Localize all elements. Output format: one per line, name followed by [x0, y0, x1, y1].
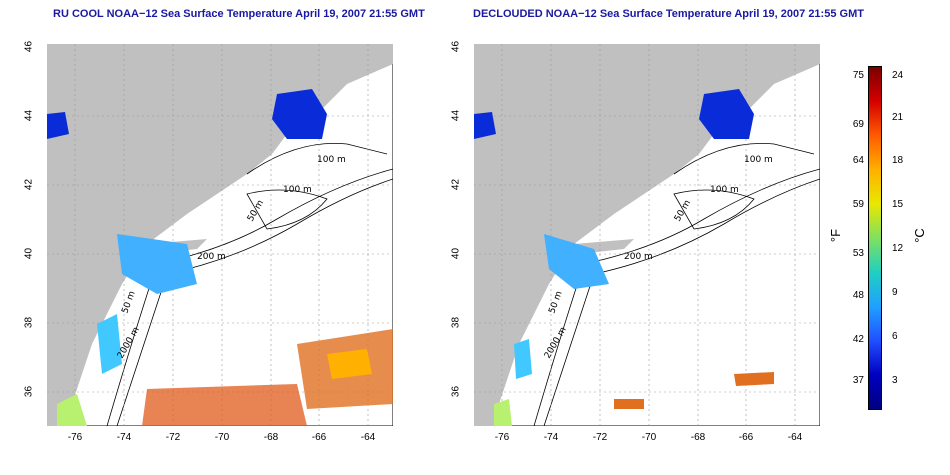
colorbar-f-tick: 75: [852, 70, 864, 81]
sst-warm-spot-1: [734, 372, 774, 386]
lon-tick: -68: [263, 432, 279, 443]
graticule: [474, 44, 820, 426]
label-100m-a: 100 m: [744, 155, 773, 165]
lat-tick: 44: [450, 109, 462, 122]
sst-shelf-cool: [97, 314, 122, 374]
colorbar-c-tick: 3: [892, 375, 898, 386]
celsius-unit: °C: [911, 228, 927, 243]
sst-coastal: [494, 399, 512, 426]
fahrenheit-unit: °F: [828, 228, 844, 243]
colorbar-f-tick: 69: [852, 119, 864, 130]
colorbar-c-tick: 6: [892, 331, 898, 342]
sst-bay-of-fundy: [474, 112, 496, 139]
lon-tick: -66: [738, 432, 754, 443]
sst-gulf-of-maine: [699, 89, 754, 139]
lon-tick: -68: [690, 432, 706, 443]
sst-shelf-cold: [117, 234, 197, 294]
land-mass: [47, 44, 393, 426]
lat-tick: 42: [450, 178, 462, 191]
colorbar-c-tick: 18: [892, 155, 904, 166]
lat-tick: 46: [23, 40, 35, 53]
right-panel-title: DECLOUDED NOAA−12 Sea Surface Temperatur…: [473, 8, 864, 20]
lon-tick: -70: [641, 432, 657, 443]
sst-warm-spot-2: [614, 399, 644, 409]
sst-bay-of-fundy: [47, 112, 69, 139]
lon-tick: -76: [494, 432, 510, 443]
sst-shelf-cold: [544, 234, 609, 289]
land-mass: [474, 44, 820, 426]
contour-200m: [583, 168, 820, 265]
lat-tick: 46: [450, 40, 462, 53]
contour-100m: [246, 143, 388, 175]
contour-200m: [156, 168, 393, 265]
colorbar-f-tick: 37: [852, 375, 864, 386]
sst-warm-band: [327, 349, 372, 379]
colorbar-f-tick: 42: [852, 334, 864, 345]
label-200m: 200 m: [197, 252, 226, 262]
sst-gulf-of-maine: [272, 89, 327, 139]
contour-2000m: [593, 178, 820, 275]
left-panel-title: RU COOL NOAA−12 Sea Surface Temperature …: [53, 8, 425, 20]
colorbar-f-tick: 48: [852, 290, 864, 301]
colorbar-f-tick: 64: [852, 155, 864, 166]
sst-gulf-stream-2: [142, 384, 307, 426]
label-100m-b: 100 m: [283, 185, 312, 195]
colorbar-c-tick: 15: [892, 199, 904, 210]
left-map-canvas: 100 m 100 m 50 m 200 m 50 m 2000 m: [47, 44, 393, 426]
lat-tick: 36: [23, 385, 35, 398]
lon-tick: -72: [592, 432, 608, 443]
lon-tick: -64: [360, 432, 376, 443]
lat-tick: 38: [23, 316, 35, 329]
lon-tick: -74: [543, 432, 559, 443]
left-sst-map[interactable]: 100 m 100 m 50 m 200 m 50 m 2000 m: [47, 44, 393, 426]
lat-tick: 36: [450, 385, 462, 398]
sst-coastal: [57, 394, 87, 426]
right-map-canvas: 100 m 100 m 50 m 200 m 50 m 2000 m: [474, 44, 820, 426]
contour-100m: [673, 143, 815, 175]
colorbar-c-tick: 12: [892, 243, 904, 254]
colorbar-c-tick: 24: [892, 70, 904, 81]
colorbar-c-tick: 21: [892, 112, 904, 123]
right-sst-map[interactable]: 100 m 100 m 50 m 200 m 50 m 2000 m: [474, 44, 820, 426]
lon-tick: -76: [67, 432, 83, 443]
lon-tick: -66: [311, 432, 327, 443]
colorbar-f-tick: 53: [852, 248, 864, 259]
label-100m-a: 100 m: [317, 155, 346, 165]
lat-tick: 40: [23, 247, 35, 260]
lon-tick: -64: [787, 432, 803, 443]
lat-tick: 42: [23, 178, 35, 191]
lat-tick: 38: [450, 316, 462, 329]
label-200m: 200 m: [624, 252, 653, 262]
lat-tick: 40: [450, 247, 462, 260]
colorbar-f-tick: 59: [852, 199, 864, 210]
contour-2000m: [166, 178, 393, 275]
temperature-colorbar: [868, 66, 882, 410]
lon-tick: -74: [116, 432, 132, 443]
colorbar-c-tick: 9: [892, 287, 898, 298]
lat-tick: 44: [23, 109, 35, 122]
lon-tick: -70: [214, 432, 230, 443]
sst-shelf-cool: [514, 339, 532, 379]
lon-tick: -72: [165, 432, 181, 443]
label-100m-b: 100 m: [710, 185, 739, 195]
